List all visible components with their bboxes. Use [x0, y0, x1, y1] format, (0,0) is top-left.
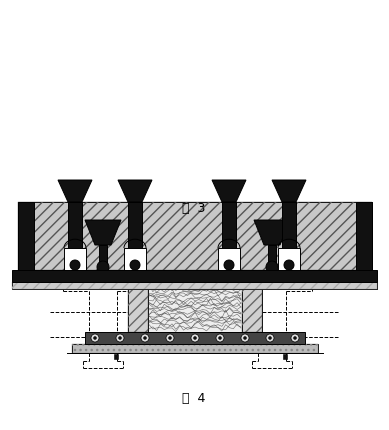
Bar — [72, 344, 318, 353]
Bar — [18, 202, 372, 270]
Bar — [278, 248, 300, 270]
Bar — [12, 282, 377, 289]
Polygon shape — [254, 220, 290, 245]
Bar — [282, 202, 296, 270]
Circle shape — [284, 260, 294, 270]
Bar — [242, 282, 262, 332]
Text: 图  4: 图 4 — [182, 391, 206, 405]
Circle shape — [93, 337, 96, 340]
Bar — [128, 282, 148, 332]
Circle shape — [266, 261, 278, 273]
Circle shape — [244, 337, 247, 340]
Bar — [38, 280, 44, 284]
Bar — [128, 202, 142, 270]
Circle shape — [293, 337, 296, 340]
Bar — [64, 248, 86, 270]
Polygon shape — [58, 180, 92, 202]
Circle shape — [219, 337, 221, 340]
Bar — [283, 354, 287, 359]
Circle shape — [116, 334, 124, 342]
Circle shape — [266, 334, 274, 342]
Circle shape — [141, 334, 149, 342]
Circle shape — [191, 334, 199, 342]
Text: 图  3: 图 3 — [182, 202, 206, 215]
Polygon shape — [118, 180, 152, 202]
Bar — [85, 332, 305, 344]
Bar — [207, 280, 213, 284]
Bar — [268, 245, 276, 263]
Circle shape — [193, 337, 196, 340]
Circle shape — [241, 334, 249, 342]
Bar — [18, 202, 34, 270]
Bar — [128, 282, 148, 332]
Bar — [356, 202, 372, 270]
Bar — [18, 202, 372, 270]
Circle shape — [144, 337, 147, 340]
Circle shape — [268, 337, 272, 340]
Polygon shape — [85, 220, 121, 245]
Circle shape — [70, 260, 80, 270]
Bar — [68, 202, 82, 270]
Circle shape — [291, 334, 299, 342]
Bar — [72, 344, 318, 353]
Polygon shape — [272, 180, 306, 202]
Circle shape — [119, 337, 121, 340]
Bar — [148, 282, 242, 332]
Circle shape — [166, 334, 174, 342]
Bar — [12, 270, 377, 282]
Bar — [114, 354, 118, 359]
Circle shape — [91, 334, 99, 342]
Bar — [222, 202, 236, 270]
Bar — [124, 248, 146, 270]
Circle shape — [216, 334, 224, 342]
Polygon shape — [212, 180, 246, 202]
Circle shape — [168, 337, 172, 340]
Bar — [162, 280, 168, 284]
Circle shape — [97, 261, 109, 273]
Bar — [12, 282, 377, 289]
Bar — [99, 245, 107, 263]
Bar — [331, 280, 337, 284]
Circle shape — [224, 260, 234, 270]
Bar — [242, 282, 262, 332]
Circle shape — [130, 260, 140, 270]
Bar — [218, 248, 240, 270]
